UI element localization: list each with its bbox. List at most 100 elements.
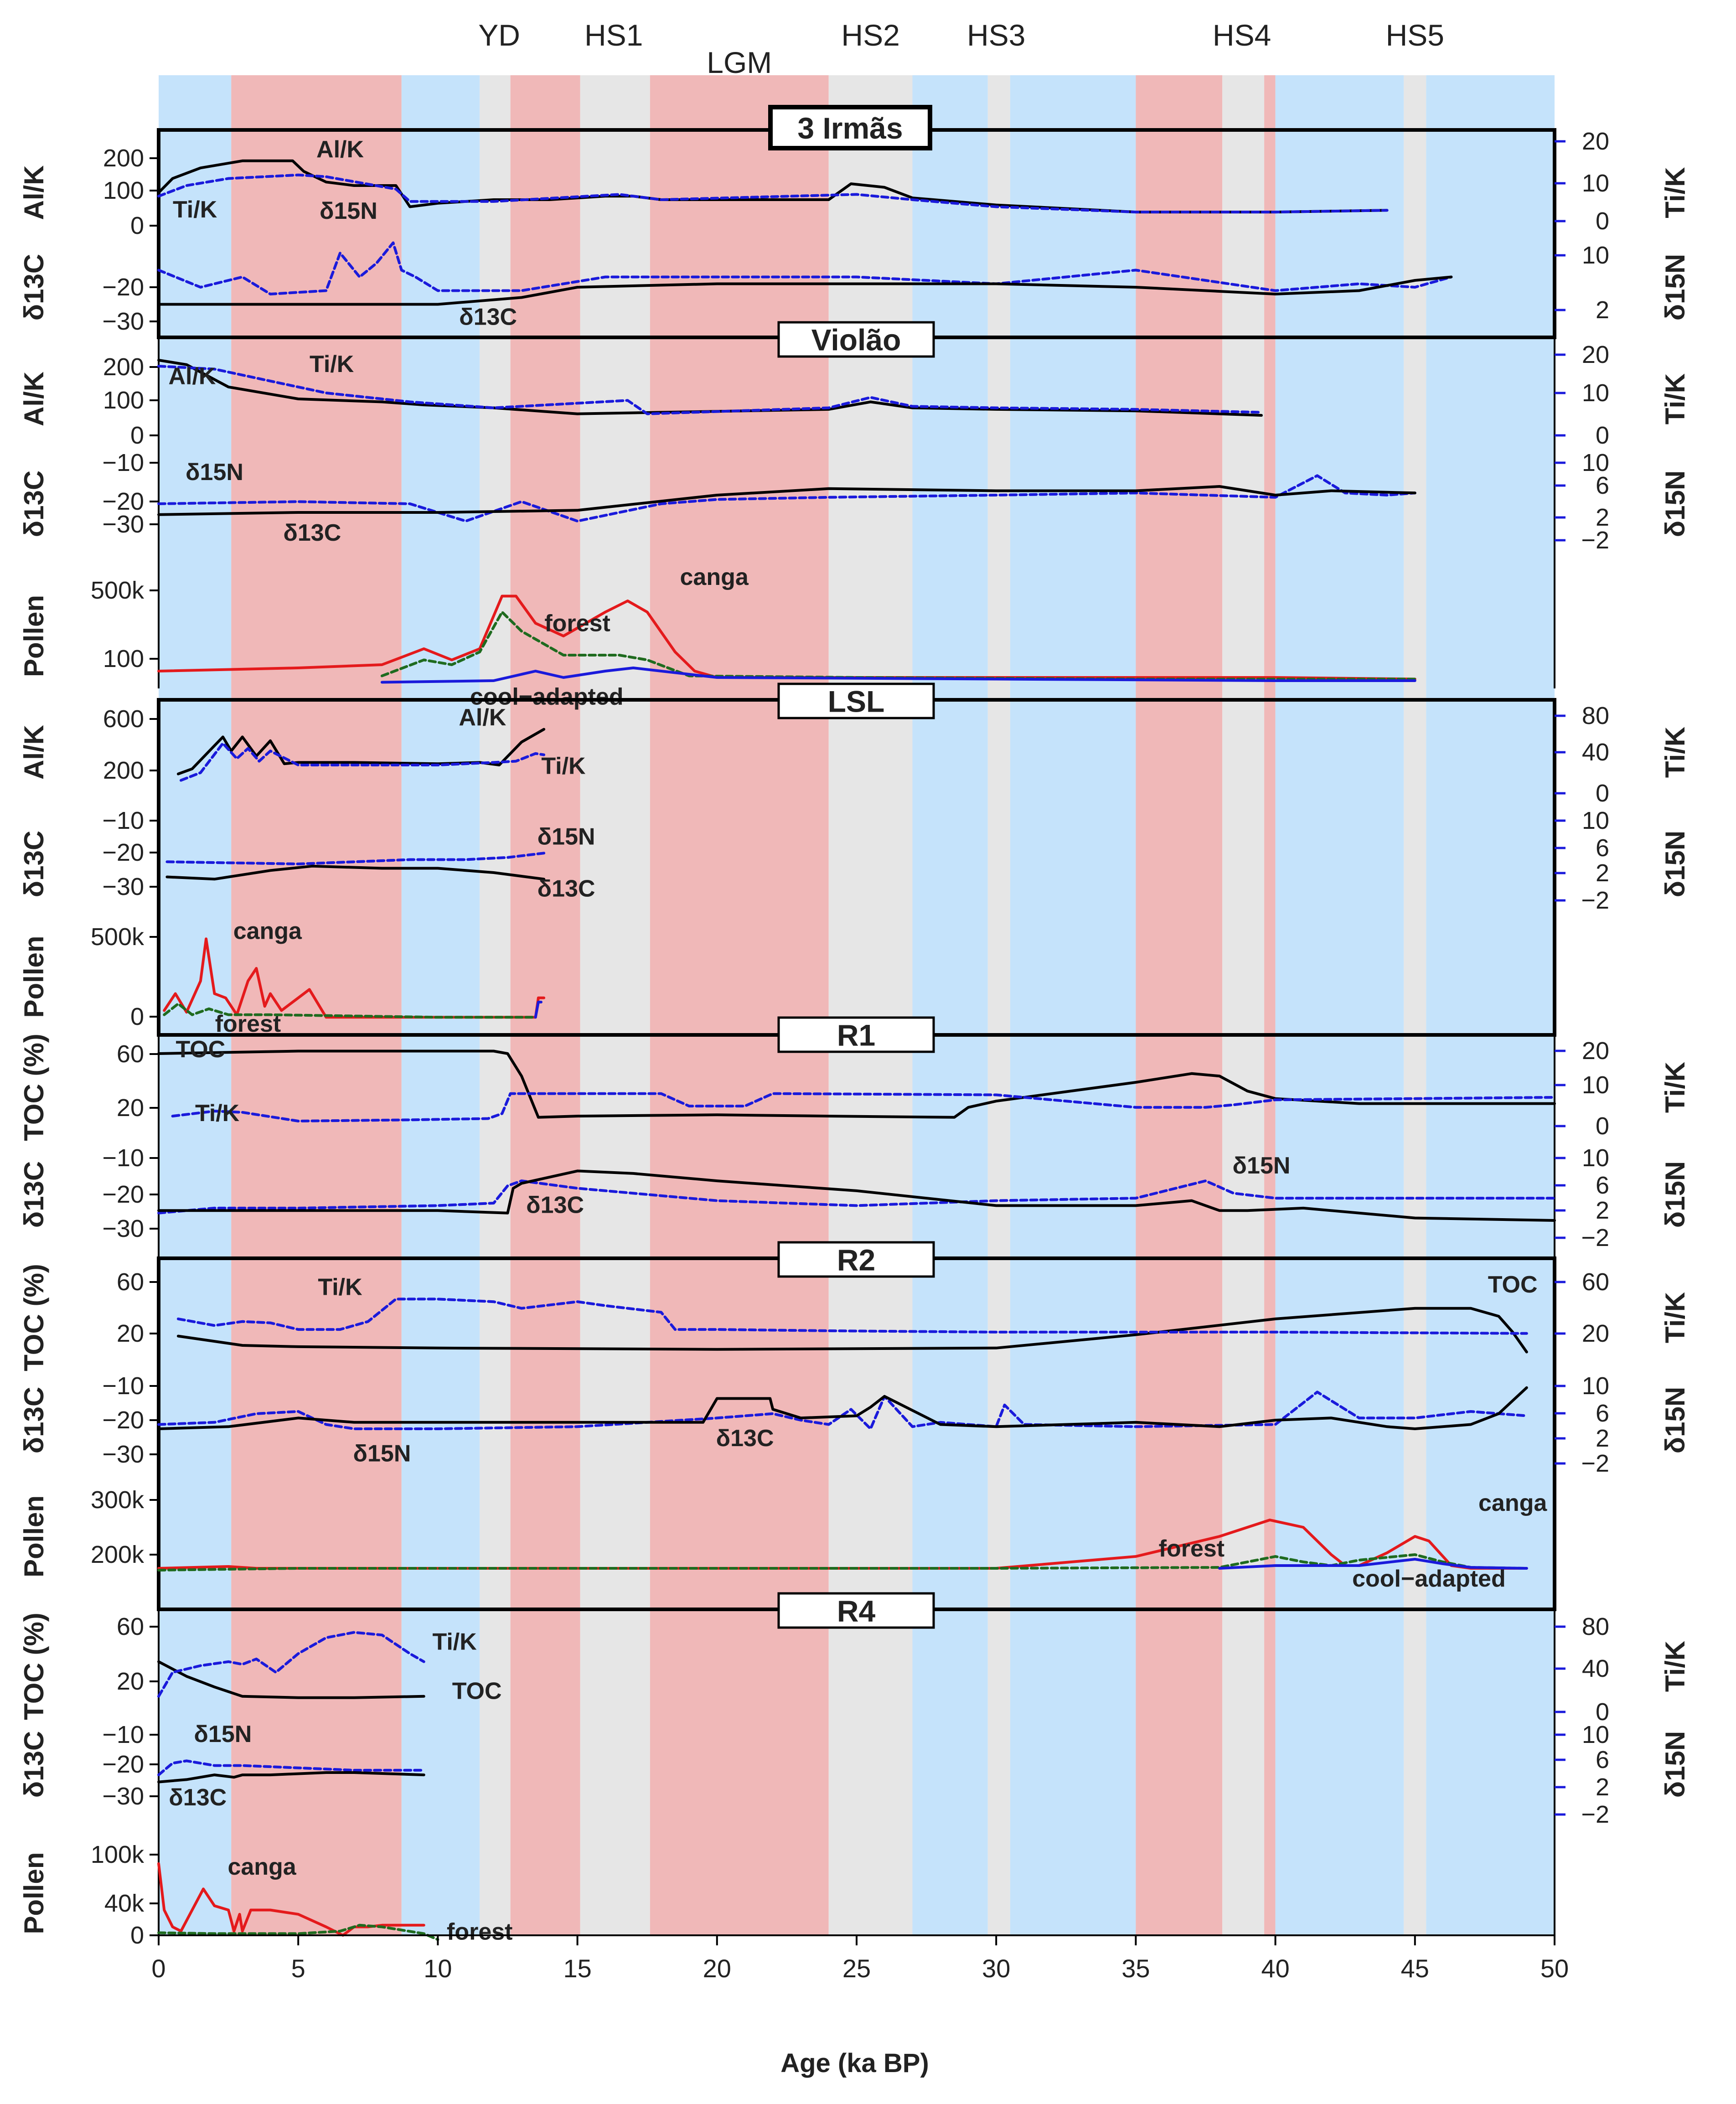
right-axis-label: Ti/K [1660,727,1690,778]
left-tick-label: 600 [103,705,144,733]
x-tick-label-5: 5 [291,1954,305,1983]
x-tick-label-10: 10 [424,1954,452,1983]
band-cold [1426,75,1555,1935]
series-toc [176,1307,1528,1354]
band-warm [1136,75,1223,1935]
right-tick-label: 0 [1596,780,1609,807]
panel-title-box [777,1016,935,1053]
right-tick-label: −2 [1581,1450,1609,1477]
series-13c [157,1771,425,1783]
series-forest [157,1923,439,1941]
left-axis-label: Pollen [19,936,49,1018]
right-axis-label: δ15N [1660,1387,1690,1453]
series-15n [165,852,546,865]
series-15n [157,1759,425,1777]
left-tick-label: 500k [91,923,145,951]
right-tick-label: −2 [1581,887,1609,914]
annotation-forest: forest [1159,1535,1224,1562]
right-tick-label: 6 [1596,834,1609,862]
band-event [1222,75,1265,1935]
x-axis: 0 5 10 15 20 25 30 35 40 45 50 [151,1934,1569,1983]
right-tick-label: 6 [1596,1746,1609,1773]
left-tick-label: 200 [103,145,144,172]
right-axis-label: Ti/K [1660,1641,1690,1692]
annotation-al-k: Al/K [316,136,364,163]
right-axis-label: δ15N [1660,254,1690,321]
left-axis-label: Al/K [19,725,49,780]
series-cool-adapted [534,1001,542,1019]
right-tick-label: 20 [1582,1320,1609,1347]
left-tick-label: −10 [102,1144,144,1172]
left-axis-label: TOC (%) [19,1264,49,1371]
series-cool-adapted [380,667,1416,684]
band-warm [231,75,402,1935]
left-axis-label: δ13C [19,1731,49,1798]
right-tick-label: −2 [1581,527,1609,554]
annotation-15n: δ15N [194,1721,252,1747]
right-tick-label: 6 [1596,472,1609,499]
series-al-k [176,728,546,775]
series-13c [157,1169,1556,1222]
left-axis-label: δ13C [19,470,49,537]
left-axis-label: δ13C [19,1161,49,1228]
annotation-forest: forest [544,610,610,637]
left-tick-label: −30 [102,308,144,335]
annotation-ti-k: Ti/K [318,1274,362,1301]
annotation-15n: δ15N [1233,1153,1291,1179]
left-tick-label: −20 [102,839,144,866]
event-label-hs3: HS3 [967,18,1025,52]
series-canga [163,937,546,1019]
left-tick-label: 100 [103,387,144,414]
series-forest [157,1553,1528,1572]
right-tick-label: 10 [1582,1721,1609,1748]
left-tick-label: −10 [102,449,144,476]
left-tick-label: 100 [103,177,144,204]
annotation-toc: TOC [1488,1272,1538,1298]
annotation-13c: δ13C [169,1784,227,1811]
left-tick-label: 0 [130,1003,144,1030]
series-forest [163,1002,537,1019]
x-tick-label-20: 20 [703,1954,731,1983]
right-axis-label: Ti/K [1660,1062,1690,1113]
panel-title: R1 [837,1018,875,1052]
annotation-al-k: Al/K [459,704,506,731]
series-ti-k [157,1631,425,1698]
x-tick-label-50: 50 [1540,1954,1569,1983]
left-axis-label: δ13C [19,254,49,321]
annotation-15n: δ15N [537,823,595,850]
series-toc [157,1660,425,1699]
right-tick-label: 2 [1596,296,1609,324]
left-axis-label: Pollen [19,595,49,677]
annotation-13c: δ13C [283,520,341,546]
series-15n [157,241,1453,295]
right-axis-label: Ti/K [1660,167,1690,218]
panel-title-box [777,1241,935,1278]
annotation-ti-k: Ti/K [433,1628,477,1655]
annotation-toc: TOC [452,1678,502,1705]
right-tick-label: 10 [1582,170,1609,197]
left-tick-label: 0 [130,1922,144,1949]
series-toc [157,1049,1556,1119]
annotation-forest: forest [447,1918,512,1945]
right-tick-label: 40 [1582,1655,1609,1682]
left-axis-label: Al/K [19,372,49,426]
event-label-hs5: HS5 [1386,18,1444,52]
right-axis-label: δ15N [1660,831,1690,897]
event-label-lgm: LGM [707,46,772,79]
left-axis-label: TOC (%) [19,1034,49,1141]
left-tick-label: −30 [102,1215,144,1242]
annotation-15n: δ15N [353,1440,411,1467]
left-tick-label: 200k [91,1541,145,1568]
left-tick-label: −20 [102,1406,144,1434]
left-tick-label: −10 [102,1372,144,1400]
right-axis-label: Ti/K [1660,1292,1690,1343]
panel-title: 3 Irmãs [797,111,903,145]
left-tick-label: 20 [117,1668,144,1695]
right-tick-label: 6 [1596,1172,1609,1199]
right-axis-label: δ15N [1660,1161,1690,1228]
